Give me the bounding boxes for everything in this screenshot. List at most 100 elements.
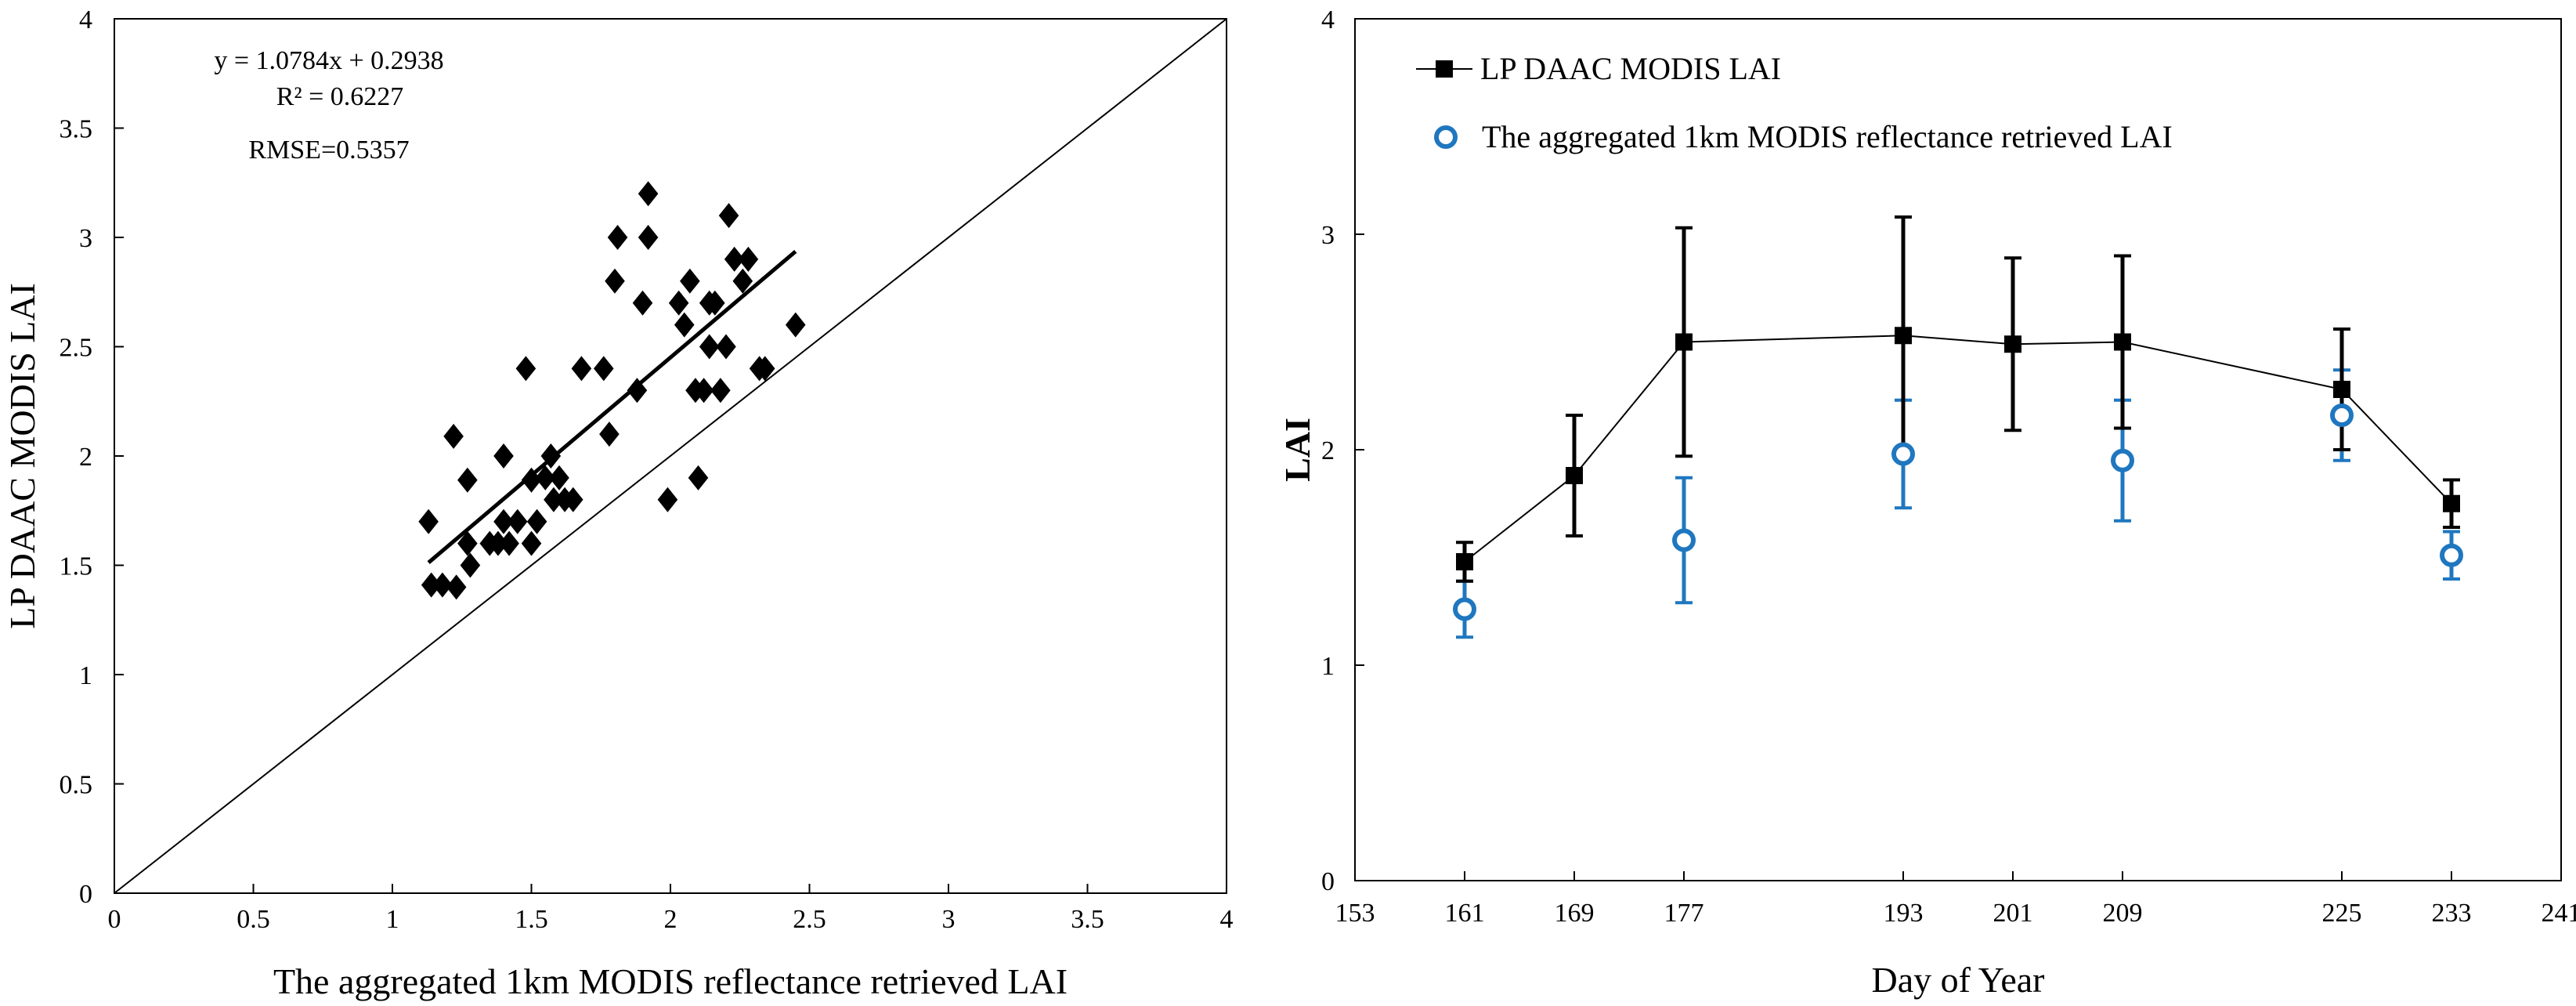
aggregated-marker	[2330, 403, 2354, 427]
x-tick-label: 0.5	[237, 905, 270, 934]
data-point	[594, 356, 614, 382]
data-point	[732, 268, 753, 294]
lpdaac-marker	[2114, 333, 2131, 351]
lpdaac-marker	[1566, 467, 1583, 484]
scatter-chart: 0 0.5 1 1.5 2 2.5 3 3.5 4 0 0.5 1 1.5 2 2.5 3 3.5 4 y = 1…	[2, 5, 1234, 1001]
data-point	[718, 203, 739, 229]
y-tick-label: 3.5	[60, 115, 93, 144]
axis-ticks: 153 161 169 177 193 201 209 225 233 241 0 1 2 3 4	[1321, 5, 2576, 928]
y-tick-label: 3	[1321, 221, 1335, 250]
y-tick-label: 0	[1321, 867, 1335, 896]
data-point	[540, 443, 562, 469]
aggregated-marker	[1453, 597, 1476, 621]
x-tick-label: 1.5	[515, 905, 548, 934]
data-point	[607, 225, 628, 250]
aggregated-marker	[2111, 448, 2134, 472]
lpdaac-marker	[1895, 327, 1912, 345]
x-tick-label: 233	[2432, 899, 2472, 928]
data-point	[457, 530, 478, 556]
data-point	[432, 572, 453, 598]
x-tick-label: 2.5	[793, 905, 826, 934]
x-axis-title: Day of Year	[1871, 960, 2044, 1000]
data-point	[710, 378, 731, 403]
x-tick-label: 201	[1993, 899, 2033, 928]
data-point	[562, 487, 583, 512]
data-point	[705, 290, 725, 316]
lpdaac-marker	[1675, 333, 1693, 351]
data-point	[738, 246, 759, 272]
x-tick-label: 2	[664, 905, 677, 934]
y-tick-label: 2	[1321, 436, 1335, 465]
lpdaac-marker	[2443, 494, 2460, 512]
scatter-points	[418, 181, 806, 600]
aggregated-marker	[1891, 442, 1915, 466]
aggregated-marker	[2440, 543, 2463, 567]
data-point	[421, 572, 442, 598]
series-layer	[1453, 215, 2463, 639]
data-point	[571, 356, 592, 382]
x-tick-label: 193	[1884, 899, 1924, 928]
lpdaac-series-line	[1464, 335, 2452, 563]
x-tick-label: 1	[386, 905, 399, 934]
data-point	[638, 225, 659, 250]
x-tick-label: 169	[1555, 899, 1595, 928]
y-axis-title: LP DAAC MODIS LAI	[2, 283, 42, 629]
x-tick-label: 4	[1220, 905, 1234, 934]
lpdaac-marker	[2333, 381, 2350, 398]
data-point	[535, 465, 556, 490]
data-point	[418, 508, 439, 534]
y-tick-label: 2.5	[60, 334, 93, 363]
data-point	[507, 508, 528, 534]
y-tick-label: 1.5	[60, 552, 93, 581]
data-point	[446, 574, 467, 600]
y-tick-label: 3	[79, 224, 92, 253]
r-squared-label: R² = 0.6227	[276, 82, 404, 111]
y-tick-label: 2	[79, 443, 92, 472]
rmse-label: RMSE=0.5357	[248, 136, 409, 165]
data-point	[605, 268, 625, 294]
x-tick-label: 177	[1664, 899, 1704, 928]
data-point	[499, 530, 519, 556]
data-point	[754, 356, 775, 382]
data-point	[544, 487, 564, 512]
x-axis-title: The aggregated 1km MODIS reflectance ret…	[273, 961, 1068, 1001]
x-tick-label: 3	[942, 905, 956, 934]
y-tick-label: 4	[1321, 5, 1335, 34]
data-point	[599, 422, 620, 447]
y-tick-label: 0.5	[60, 771, 93, 800]
data-point	[526, 508, 547, 534]
x-tick-label: 153	[1335, 899, 1375, 928]
regression-equation: y = 1.0784x + 0.2938	[214, 46, 443, 75]
lpdaac-marker	[2004, 335, 2021, 353]
data-point	[674, 312, 695, 338]
legend-label-lpdaac: LP DAAC MODIS LAI	[1480, 51, 1781, 86]
data-point	[443, 423, 464, 449]
y-tick-label: 1	[1321, 652, 1335, 681]
data-point	[632, 290, 653, 316]
data-point	[493, 443, 514, 469]
data-point	[521, 530, 542, 556]
data-point	[699, 334, 720, 360]
data-point	[549, 465, 569, 490]
x-tick-label: 225	[2322, 899, 2362, 928]
data-point	[785, 312, 806, 338]
data-point	[521, 467, 542, 493]
one-to-one-line	[114, 18, 1227, 894]
data-point	[493, 508, 514, 534]
data-point	[657, 487, 678, 512]
data-point	[688, 465, 709, 490]
legend-marker-aggregated	[1434, 125, 1458, 149]
x-tick-label: 241	[2542, 899, 2576, 928]
x-tick-label: 0	[108, 905, 121, 934]
data-point	[693, 378, 714, 403]
x-tick-label: 161	[1445, 899, 1485, 928]
time-series-chart: 153 161 169 177 193 201 209 225 233 241 0 1 2 3 4 LP D…	[1277, 5, 2576, 1000]
y-axis-title: LAI	[1277, 418, 1317, 482]
y-tick-label: 1	[79, 661, 92, 690]
data-point	[627, 378, 648, 403]
legend-marker-lpdaac	[1436, 60, 1453, 78]
data-point	[680, 268, 700, 294]
y-tick-label: 0	[79, 880, 92, 909]
aggregated-marker	[1672, 528, 1696, 552]
